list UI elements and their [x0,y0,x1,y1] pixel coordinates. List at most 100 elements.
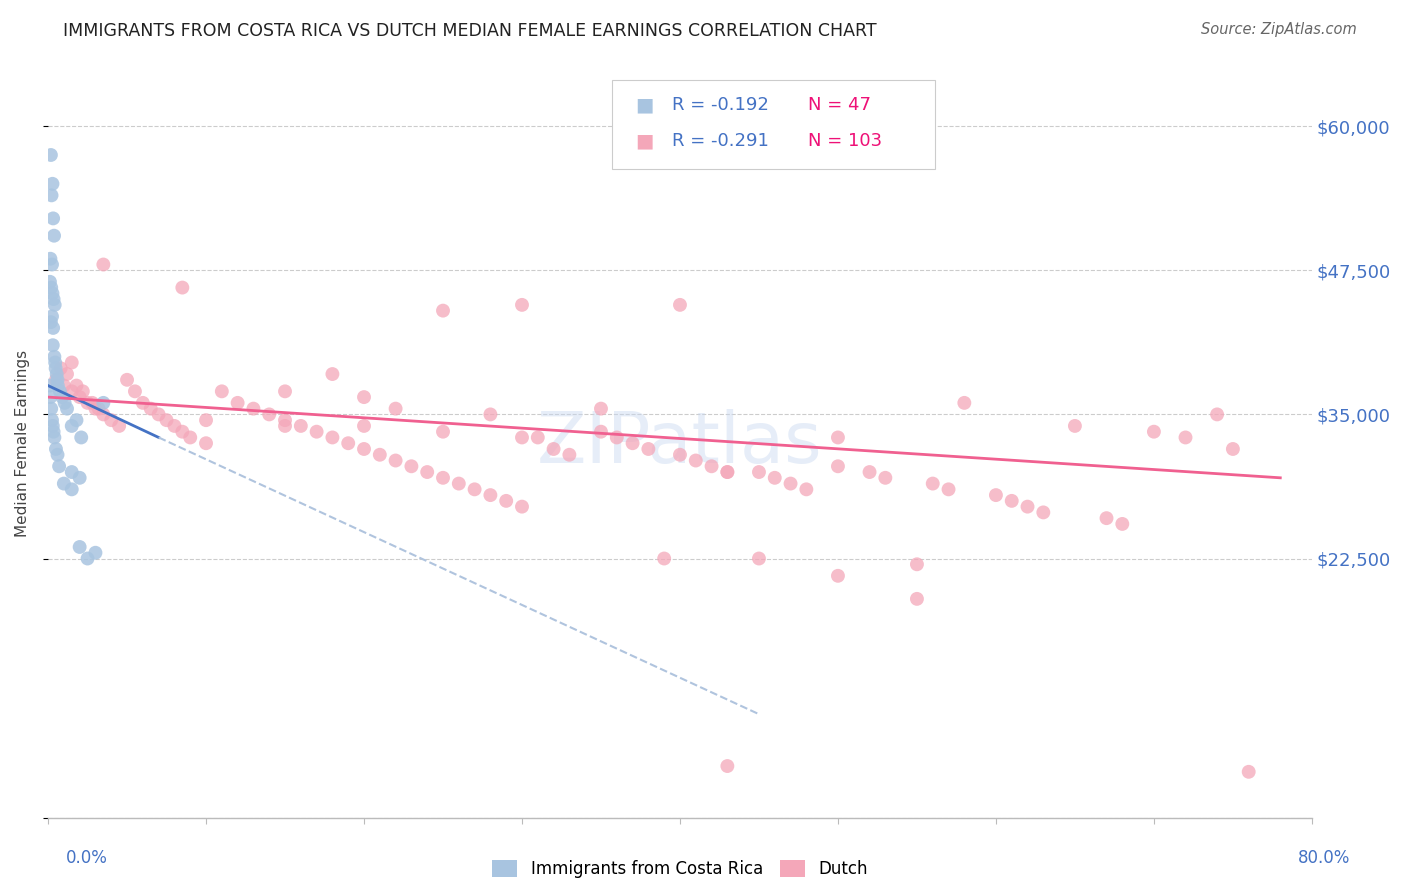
Point [44,350,66,364]
Point [41,286,63,301]
Point [905,591,928,606]
Point [115,373,138,387]
Point [46,373,69,387]
Point [858,465,880,479]
Point [39,315,62,329]
Point [1143,425,1166,439]
Point [46,378,69,392]
Point [274,384,297,399]
Point [716,465,738,479]
Point [42,425,65,439]
Point [479,408,502,422]
Text: 0.0%: 0.0% [66,849,108,867]
Point [44,430,66,444]
Point [100,413,122,427]
Point [41,188,63,202]
Point [56,367,79,381]
Point [353,418,375,433]
Point [44,355,66,369]
Point [796,483,818,497]
Point [70,430,93,444]
Point [416,465,439,479]
Point [53,396,76,410]
Point [384,401,406,416]
Point [76,396,98,410]
Point [589,425,612,439]
Point [60,465,83,479]
Point [274,418,297,433]
Point [652,551,675,566]
Point [621,436,644,450]
Point [353,442,375,456]
Point [1095,511,1118,525]
Point [41,413,63,427]
Point [69,471,91,485]
Point [93,258,115,272]
Point [45,373,67,387]
Point [49,361,72,376]
Point [432,471,454,485]
Point [685,453,707,467]
Text: IMMIGRANTS FROM COSTA RICA VS DUTCH MEDIAN FEMALE EARNINGS CORRELATION CHART: IMMIGRANTS FROM COSTA RICA VS DUTCH MEDI… [63,22,877,40]
Point [42,228,65,243]
Point [148,408,170,422]
Point [39,390,62,404]
Point [606,430,628,444]
Point [1174,430,1197,444]
Point [257,408,280,422]
Point [827,569,849,583]
Point [52,378,75,392]
Point [1032,505,1054,519]
Point [38,378,60,392]
Point [321,430,343,444]
Point [124,384,146,399]
Point [432,425,454,439]
Point [139,401,162,416]
Point [242,401,264,416]
Point [39,275,62,289]
Text: ZIPatlas: ZIPatlas [537,409,823,478]
Point [984,488,1007,502]
Point [495,494,517,508]
Point [1017,500,1039,514]
Text: ■: ■ [636,131,654,151]
Point [48,459,70,474]
Point [84,546,107,560]
Point [748,465,770,479]
Point [526,430,548,444]
Point [432,303,454,318]
Point [274,413,297,427]
Point [290,418,312,433]
Point [763,471,786,485]
Y-axis label: Median Female Earnings: Median Female Earnings [15,350,30,537]
Point [779,476,801,491]
Point [464,483,486,497]
Point [716,465,738,479]
Point [827,459,849,474]
Point [60,384,83,399]
Point [42,321,65,335]
Point [69,540,91,554]
Point [51,390,73,404]
Point [368,448,391,462]
Point [65,413,87,427]
Point [211,384,233,399]
Point [44,298,66,312]
Point [39,280,62,294]
Point [637,442,659,456]
Point [1206,408,1229,422]
Legend: Immigrants from Costa Rica, Dutch: Immigrants from Costa Rica, Dutch [485,853,875,885]
Text: R = -0.192: R = -0.192 [672,96,769,114]
Point [905,558,928,572]
Point [76,551,98,566]
Point [510,298,533,312]
Point [60,355,83,369]
Point [42,418,65,433]
Point [953,396,976,410]
Text: ■: ■ [636,95,654,115]
Point [93,408,115,422]
Text: Source: ZipAtlas.com: Source: ZipAtlas.com [1201,22,1357,37]
Point [49,384,72,399]
Point [195,436,218,450]
Point [669,298,692,312]
